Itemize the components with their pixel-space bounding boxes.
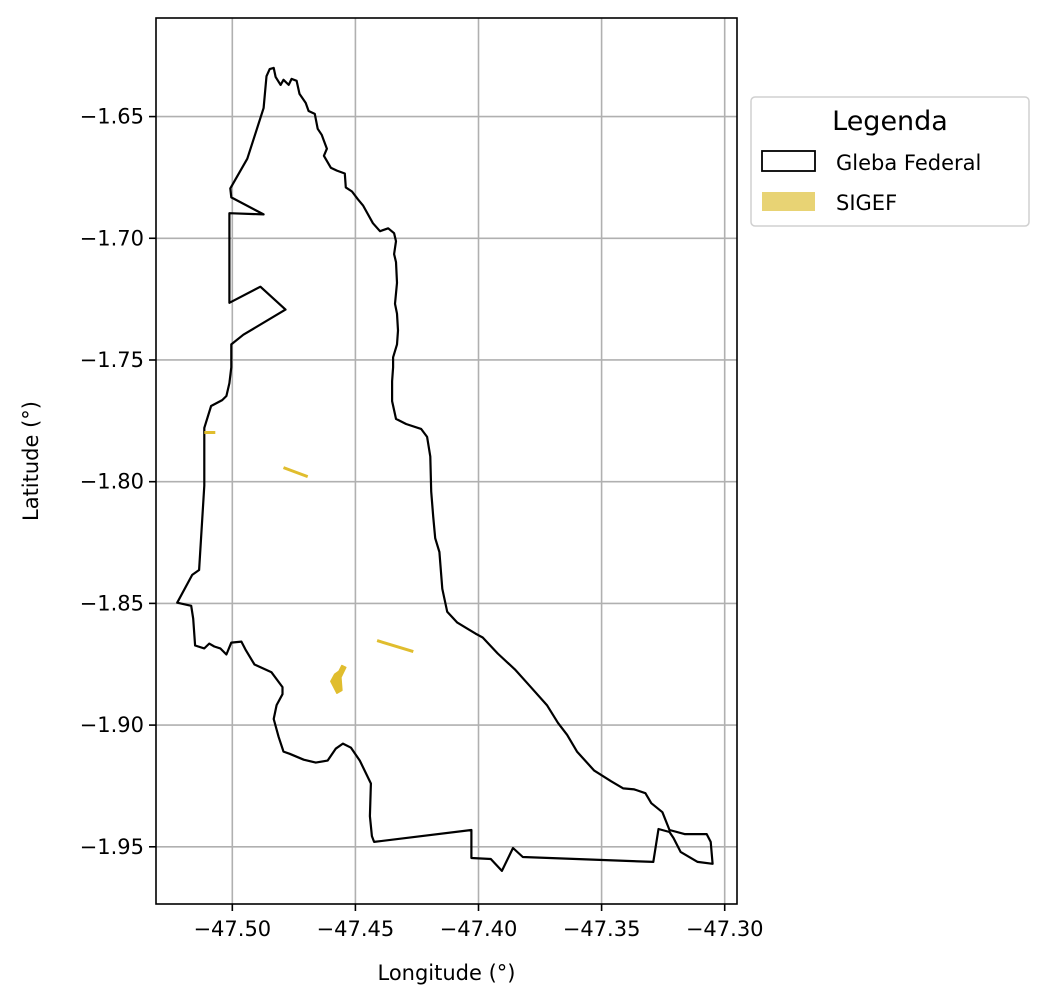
ticks: −47.50 −47.45 −47.40 −47.35 −47.30 −1.65 −1.70… [80, 105, 764, 941]
legend-title: Legenda [832, 106, 948, 137]
legend-label-sigef: SIGEF [836, 191, 897, 215]
x-tick-label: −47.30 [686, 917, 764, 941]
y-tick-label: −1.70 [80, 226, 144, 250]
x-axis-label: Longitude (°) [377, 961, 515, 985]
y-tick-label: −1.95 [80, 835, 144, 859]
sigef-parcel [282, 466, 309, 479]
legend-swatch-gleba-federal [761, 150, 816, 172]
legend-box [750, 96, 1030, 227]
map-data [176, 66, 714, 873]
y-tick-label: −1.75 [80, 348, 144, 372]
y-tick-label: −1.90 [80, 713, 144, 737]
x-tick-label: −47.45 [317, 917, 395, 941]
y-tick-label: −1.65 [80, 105, 144, 129]
legend: Legenda Gleba Federal SIGEF [750, 96, 1030, 227]
x-tick-label: −47.35 [563, 917, 641, 941]
sigef-parcel [330, 664, 347, 694]
sigef-parcel [376, 639, 414, 654]
y-tick-label: −1.80 [80, 470, 144, 494]
plot-frame [155, 17, 738, 905]
x-tick-label: −47.50 [193, 917, 271, 941]
x-tick-label: −47.40 [440, 917, 518, 941]
y-axis-label: Latitude (°) [19, 401, 43, 521]
gleba-federal-boundary [176, 66, 714, 873]
legend-swatch-sigef [762, 192, 815, 211]
y-tick-label: −1.85 [80, 591, 144, 615]
legend-label-gleba-federal: Gleba Federal [836, 151, 981, 175]
